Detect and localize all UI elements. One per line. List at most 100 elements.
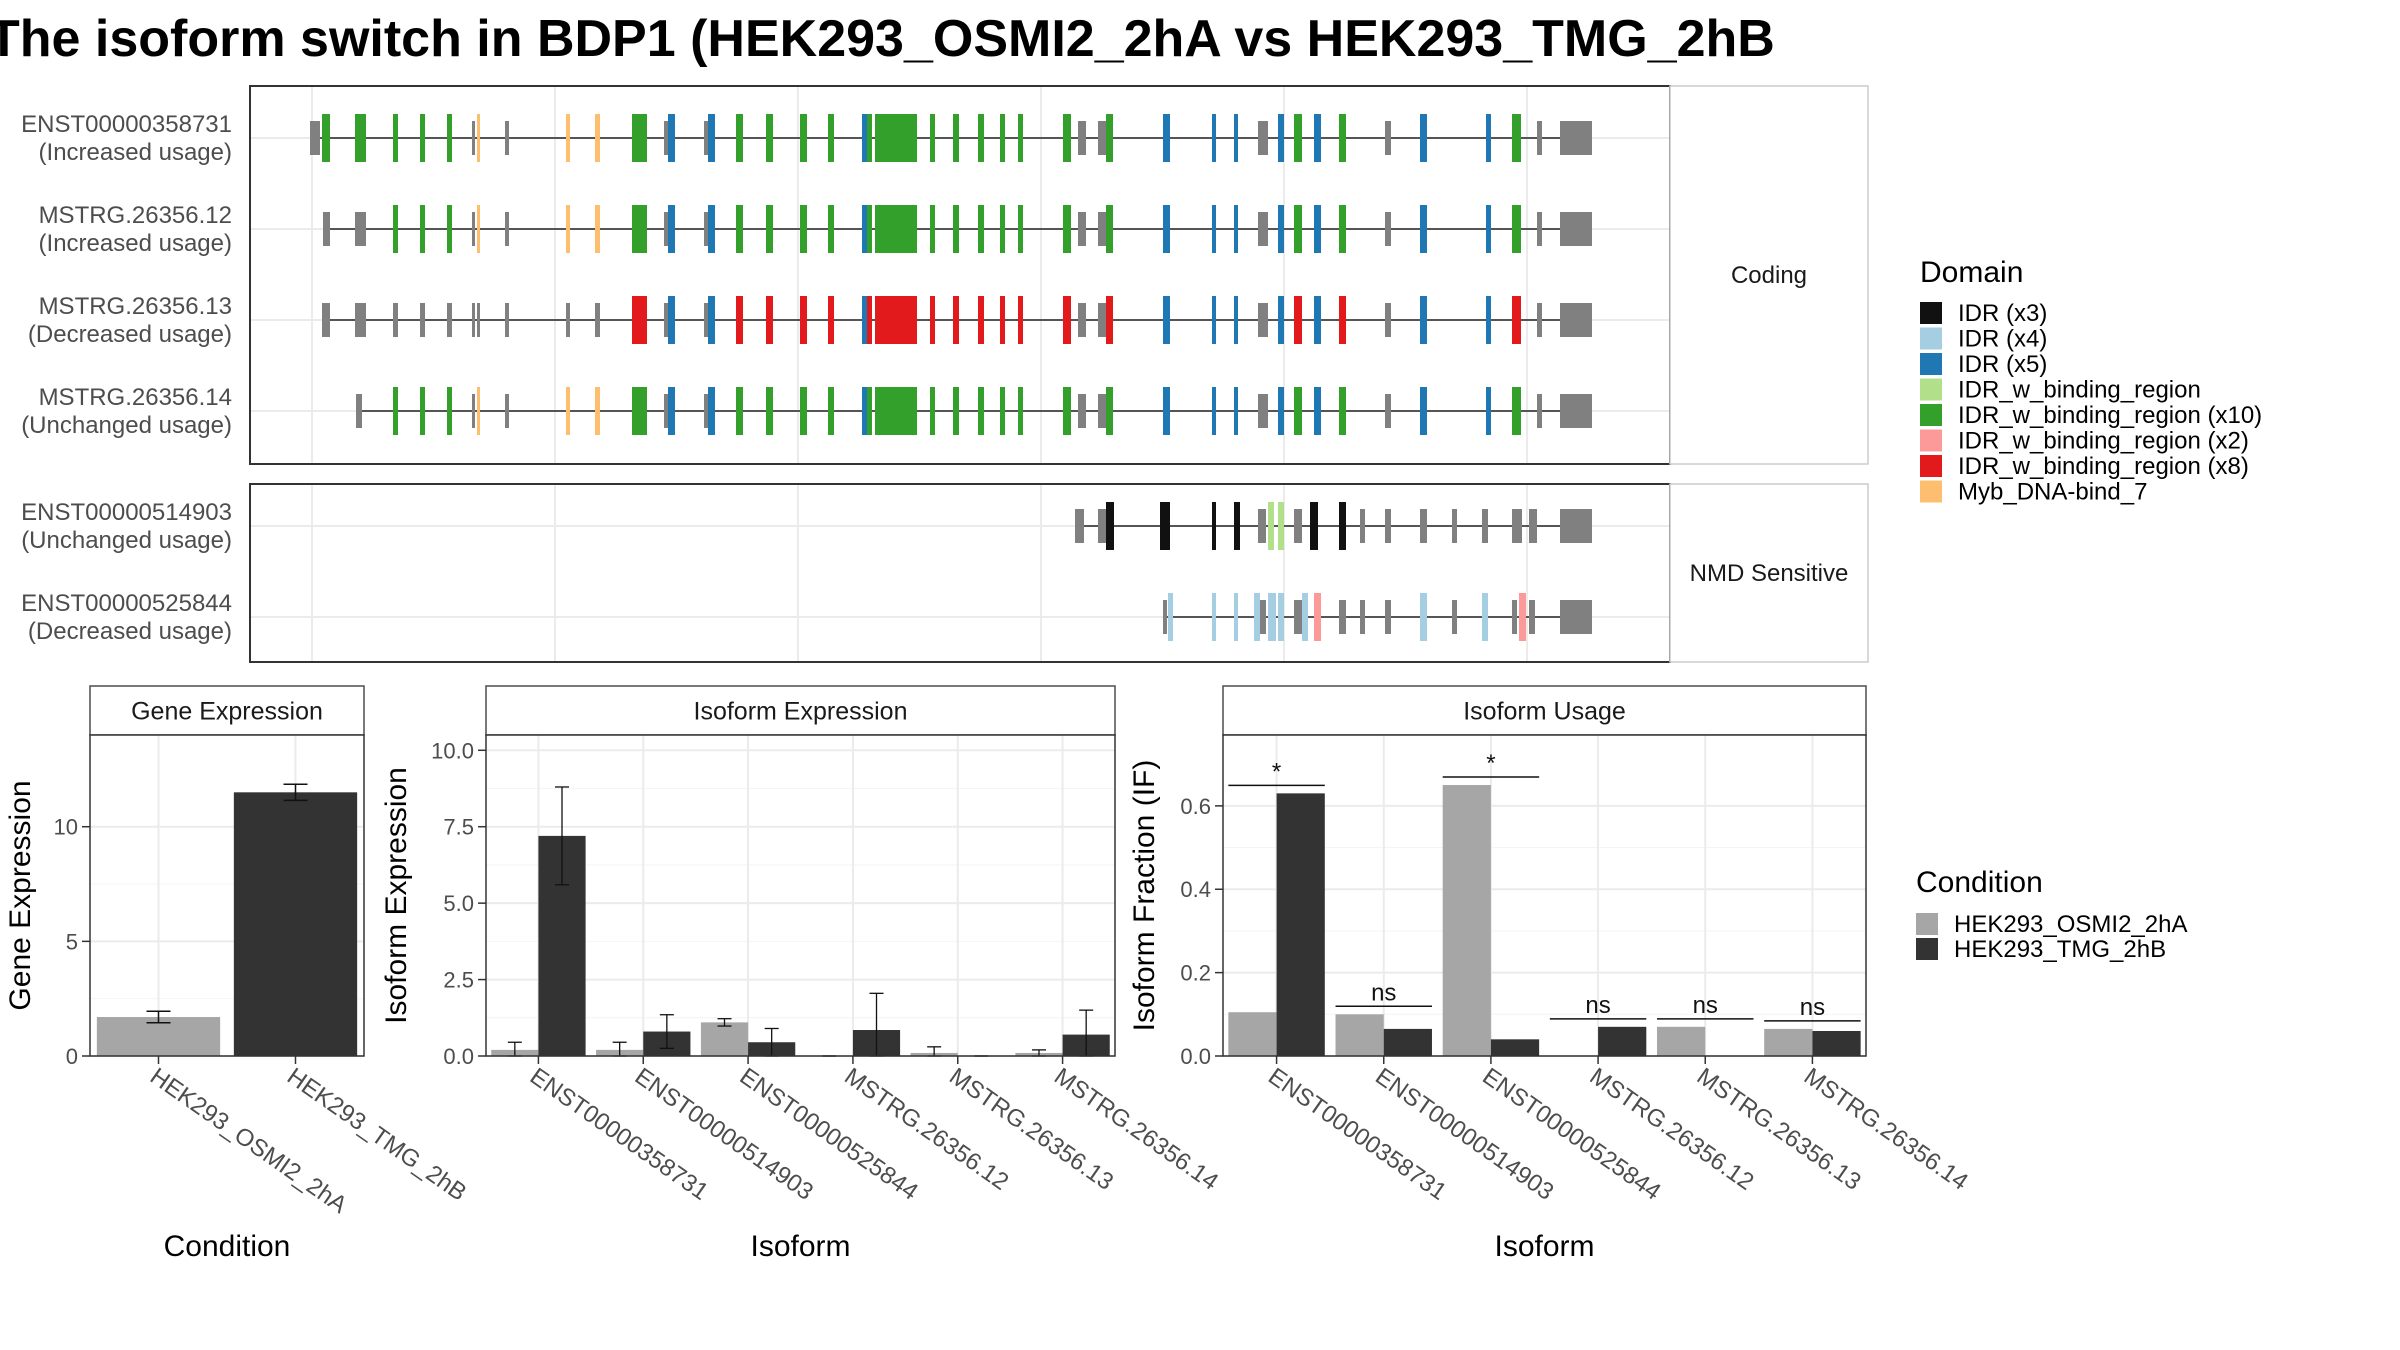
x-tick-label: ENST00000358731 xyxy=(525,1063,713,1206)
exon-block xyxy=(322,303,330,337)
exon-block xyxy=(1537,394,1542,428)
exon-block xyxy=(472,121,475,155)
exon-block xyxy=(1098,303,1106,337)
bar xyxy=(1812,1030,1861,1056)
x-axis-title: Isoform xyxy=(750,1230,850,1263)
bar xyxy=(233,792,358,1056)
domain-legend-title: Domain xyxy=(1920,256,2023,289)
chart-strip xyxy=(485,685,1116,736)
y-tick-label: 0.0 xyxy=(1180,1044,1211,1069)
domain-block xyxy=(420,114,425,162)
y-axis-title: Isoform Expression xyxy=(380,767,413,1024)
y-tick-label: 0 xyxy=(66,1044,78,1069)
domain-block xyxy=(1420,114,1427,162)
domain-block xyxy=(632,114,647,162)
domain-block xyxy=(1000,205,1005,253)
domain-block xyxy=(1168,593,1173,641)
transcript-id-label: ENST00000358731 xyxy=(21,111,232,138)
exon-block xyxy=(355,303,366,337)
y-tick-label: 0.4 xyxy=(1180,877,1211,902)
exon-block xyxy=(1385,394,1391,428)
domain-block xyxy=(1163,114,1170,162)
domain-block xyxy=(668,296,675,344)
domain-block xyxy=(1063,205,1071,253)
domain-block xyxy=(1268,502,1274,550)
exon-block xyxy=(1294,600,1302,634)
domain-block xyxy=(566,114,570,162)
domain-block xyxy=(595,387,600,435)
domain-legend-label: IDR (x4) xyxy=(1958,326,2047,353)
domain-block xyxy=(1339,502,1346,550)
nmd-structure-panel: ENST00000514903(Unchanged usage) ENST0000… xyxy=(21,483,1869,663)
nmd-strip xyxy=(1669,483,1869,663)
domain-block xyxy=(1339,296,1346,344)
domain-block xyxy=(1063,296,1071,344)
domain-block xyxy=(668,387,675,435)
domain-block xyxy=(766,114,773,162)
domain-block xyxy=(1106,502,1114,550)
exon-block xyxy=(1529,509,1537,543)
exon-block xyxy=(1078,303,1086,337)
domain-block xyxy=(1512,114,1521,162)
exon-block xyxy=(505,121,509,155)
y-tick-label: 0.2 xyxy=(1180,961,1211,986)
domain-block xyxy=(1310,502,1318,550)
domain-block xyxy=(1018,114,1023,162)
domain-block xyxy=(1302,593,1308,641)
exon-block xyxy=(447,303,452,337)
domain-block xyxy=(867,387,872,435)
domain-legend-label: IDR_w_binding_region (x10) xyxy=(1958,402,2262,429)
domain-block xyxy=(1234,387,1238,435)
domain-block xyxy=(736,114,743,162)
domain-block xyxy=(668,205,675,253)
domain-block xyxy=(1314,205,1321,253)
domain-block xyxy=(875,205,917,253)
domain-block xyxy=(867,296,872,344)
nmd-strip-label: NMD Sensitive xyxy=(1690,560,1849,587)
domain-legend-label: IDR_w_binding_region (x2) xyxy=(1958,428,2249,455)
domain-block xyxy=(595,114,600,162)
significance-label: ns xyxy=(1371,979,1396,1006)
domain-block xyxy=(1486,205,1491,253)
domain-block xyxy=(1420,296,1427,344)
x-axis-title: Condition xyxy=(164,1230,291,1263)
domain-block xyxy=(1278,296,1284,344)
domain-block xyxy=(1314,114,1321,162)
exon-block xyxy=(704,394,708,428)
domain-block xyxy=(1486,296,1491,344)
exon-block xyxy=(595,303,600,337)
y-axis-title: Isoform Fraction (IF) xyxy=(1128,760,1161,1032)
domain-block xyxy=(875,387,917,435)
y-tick-label: 10.0 xyxy=(431,738,474,763)
domain-legend-swatch xyxy=(1920,480,1942,503)
domain-legend-label: Myb_DNA-bind_7 xyxy=(1958,479,2147,506)
domain-block xyxy=(1018,205,1023,253)
utr-block xyxy=(1560,600,1592,634)
domain-block xyxy=(1234,114,1238,162)
domain-block xyxy=(800,205,807,253)
domain-block xyxy=(1278,502,1284,550)
chart-plot-area xyxy=(1223,735,1866,1056)
significance-label: * xyxy=(1486,750,1495,777)
domain-block xyxy=(736,296,743,344)
domain-block xyxy=(1106,296,1113,344)
transcript-id-label: MSTRG.26356.14 xyxy=(39,384,232,411)
domain-block xyxy=(447,114,452,162)
domain-block xyxy=(862,387,867,435)
exon-block xyxy=(1360,600,1365,634)
coding-strip xyxy=(1669,85,1869,465)
exon-block xyxy=(566,303,570,337)
domain-block xyxy=(1212,387,1216,435)
exon-block xyxy=(1385,121,1391,155)
bar xyxy=(1228,1012,1277,1056)
utr-block xyxy=(1560,303,1592,337)
domain-legend-swatch xyxy=(1920,327,1942,350)
domain-block xyxy=(1512,205,1521,253)
domain-block xyxy=(632,296,647,344)
exon-block xyxy=(505,394,509,428)
exon-block xyxy=(1258,303,1268,337)
exon-block xyxy=(393,303,398,337)
domain-block xyxy=(766,296,773,344)
condition-legend-label: HEK293_OSMI2_2hA xyxy=(1954,911,2187,938)
domain-block xyxy=(1212,114,1216,162)
